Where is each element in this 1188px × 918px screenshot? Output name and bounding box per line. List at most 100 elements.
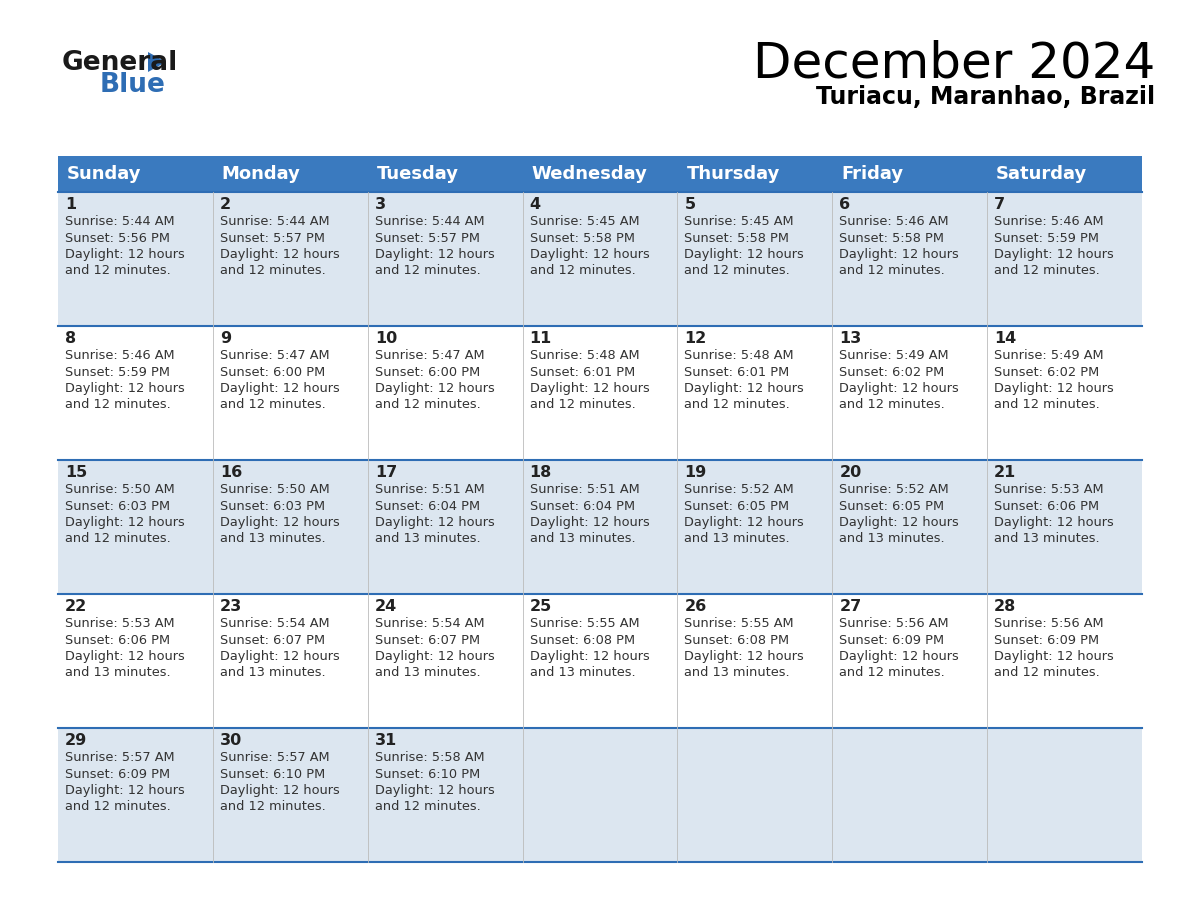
Bar (213, 460, 368, 594)
Bar (677, 460, 833, 594)
Bar (213, 156, 368, 192)
Text: Friday: Friday (841, 165, 903, 183)
Text: Daylight: 12 hours: Daylight: 12 hours (65, 784, 185, 797)
Polygon shape (148, 52, 166, 72)
Bar (58, 192, 213, 326)
Text: Sunrise: 5:57 AM: Sunrise: 5:57 AM (65, 751, 175, 764)
Bar (987, 728, 1142, 862)
Text: 31: 31 (374, 733, 397, 748)
Text: Thursday: Thursday (687, 165, 779, 183)
Text: Sunrise: 5:53 AM: Sunrise: 5:53 AM (994, 483, 1104, 496)
Text: and 12 minutes.: and 12 minutes. (65, 264, 171, 277)
Text: Sunrise: 5:44 AM: Sunrise: 5:44 AM (220, 215, 329, 228)
Text: Sunset: 6:06 PM: Sunset: 6:06 PM (65, 633, 170, 646)
Text: Sunrise: 5:50 AM: Sunrise: 5:50 AM (65, 483, 175, 496)
Bar (368, 460, 523, 594)
Bar (523, 728, 677, 862)
Text: Sunset: 6:02 PM: Sunset: 6:02 PM (839, 365, 944, 378)
Text: Sunrise: 5:46 AM: Sunrise: 5:46 AM (65, 349, 175, 362)
Text: Sunset: 6:08 PM: Sunset: 6:08 PM (684, 633, 790, 646)
Text: 1: 1 (65, 197, 76, 212)
Text: Sunset: 6:09 PM: Sunset: 6:09 PM (839, 633, 944, 646)
Text: Sunrise: 5:54 AM: Sunrise: 5:54 AM (220, 617, 329, 630)
Text: and 12 minutes.: and 12 minutes. (530, 398, 636, 411)
Text: Sunrise: 5:47 AM: Sunrise: 5:47 AM (220, 349, 329, 362)
Text: Daylight: 12 hours: Daylight: 12 hours (374, 650, 494, 663)
Text: and 12 minutes.: and 12 minutes. (374, 398, 480, 411)
Text: and 12 minutes.: and 12 minutes. (994, 398, 1100, 411)
Text: 30: 30 (220, 733, 242, 748)
Text: and 12 minutes.: and 12 minutes. (220, 264, 326, 277)
Bar (833, 728, 987, 862)
Text: Sunset: 5:58 PM: Sunset: 5:58 PM (530, 231, 634, 244)
Text: 20: 20 (839, 465, 861, 480)
Text: Daylight: 12 hours: Daylight: 12 hours (839, 516, 959, 529)
Text: Daylight: 12 hours: Daylight: 12 hours (65, 650, 185, 663)
Bar (833, 156, 987, 192)
Text: 23: 23 (220, 599, 242, 614)
Bar (368, 156, 523, 192)
Text: 22: 22 (65, 599, 87, 614)
Bar (368, 728, 523, 862)
Text: Turiacu, Maranhao, Brazil: Turiacu, Maranhao, Brazil (816, 85, 1155, 109)
Text: and 12 minutes.: and 12 minutes. (684, 398, 790, 411)
Bar (523, 326, 677, 460)
Text: December 2024: December 2024 (753, 40, 1155, 88)
Text: Daylight: 12 hours: Daylight: 12 hours (374, 382, 494, 395)
Text: Daylight: 12 hours: Daylight: 12 hours (839, 650, 959, 663)
Text: and 12 minutes.: and 12 minutes. (65, 800, 171, 813)
Text: Daylight: 12 hours: Daylight: 12 hours (994, 382, 1114, 395)
Text: 12: 12 (684, 331, 707, 346)
Text: Daylight: 12 hours: Daylight: 12 hours (65, 516, 185, 529)
Bar (987, 594, 1142, 728)
Text: and 12 minutes.: and 12 minutes. (839, 264, 944, 277)
Text: 21: 21 (994, 465, 1017, 480)
Bar (213, 594, 368, 728)
Text: Sunset: 6:03 PM: Sunset: 6:03 PM (65, 499, 170, 512)
Text: Daylight: 12 hours: Daylight: 12 hours (839, 382, 959, 395)
Text: Sunset: 5:56 PM: Sunset: 5:56 PM (65, 231, 170, 244)
Bar (677, 728, 833, 862)
Text: Sunset: 6:07 PM: Sunset: 6:07 PM (374, 633, 480, 646)
Text: Saturday: Saturday (997, 165, 1087, 183)
Bar (833, 192, 987, 326)
Text: 27: 27 (839, 599, 861, 614)
Text: 7: 7 (994, 197, 1005, 212)
Text: Sunset: 6:06 PM: Sunset: 6:06 PM (994, 499, 1099, 512)
Bar (213, 728, 368, 862)
Text: Sunset: 5:58 PM: Sunset: 5:58 PM (839, 231, 944, 244)
Text: and 12 minutes.: and 12 minutes. (530, 264, 636, 277)
Text: Sunrise: 5:56 AM: Sunrise: 5:56 AM (839, 617, 949, 630)
Text: Sunset: 6:03 PM: Sunset: 6:03 PM (220, 499, 326, 512)
Text: Daylight: 12 hours: Daylight: 12 hours (684, 248, 804, 261)
Text: Sunrise: 5:48 AM: Sunrise: 5:48 AM (684, 349, 794, 362)
Text: Sunrise: 5:52 AM: Sunrise: 5:52 AM (839, 483, 949, 496)
Text: Sunset: 6:09 PM: Sunset: 6:09 PM (65, 767, 170, 780)
Text: Daylight: 12 hours: Daylight: 12 hours (220, 382, 340, 395)
Text: and 12 minutes.: and 12 minutes. (839, 666, 944, 679)
Bar (677, 192, 833, 326)
Bar (58, 156, 213, 192)
Text: Daylight: 12 hours: Daylight: 12 hours (220, 516, 340, 529)
Text: 14: 14 (994, 331, 1017, 346)
Text: 18: 18 (530, 465, 551, 480)
Text: and 13 minutes.: and 13 minutes. (839, 532, 944, 545)
Text: Sunrise: 5:49 AM: Sunrise: 5:49 AM (839, 349, 949, 362)
Text: and 13 minutes.: and 13 minutes. (374, 532, 480, 545)
Text: Sunrise: 5:48 AM: Sunrise: 5:48 AM (530, 349, 639, 362)
Text: and 12 minutes.: and 12 minutes. (994, 264, 1100, 277)
Text: 6: 6 (839, 197, 851, 212)
Text: 2: 2 (220, 197, 230, 212)
Text: Sunset: 6:07 PM: Sunset: 6:07 PM (220, 633, 326, 646)
Text: Daylight: 12 hours: Daylight: 12 hours (530, 382, 650, 395)
Bar (677, 156, 833, 192)
Text: Sunrise: 5:50 AM: Sunrise: 5:50 AM (220, 483, 329, 496)
Bar (987, 156, 1142, 192)
Text: Daylight: 12 hours: Daylight: 12 hours (374, 248, 494, 261)
Text: Sunset: 6:00 PM: Sunset: 6:00 PM (220, 365, 326, 378)
Text: and 13 minutes.: and 13 minutes. (530, 532, 636, 545)
Bar (58, 326, 213, 460)
Text: Daylight: 12 hours: Daylight: 12 hours (684, 516, 804, 529)
Bar (368, 192, 523, 326)
Text: Daylight: 12 hours: Daylight: 12 hours (684, 650, 804, 663)
